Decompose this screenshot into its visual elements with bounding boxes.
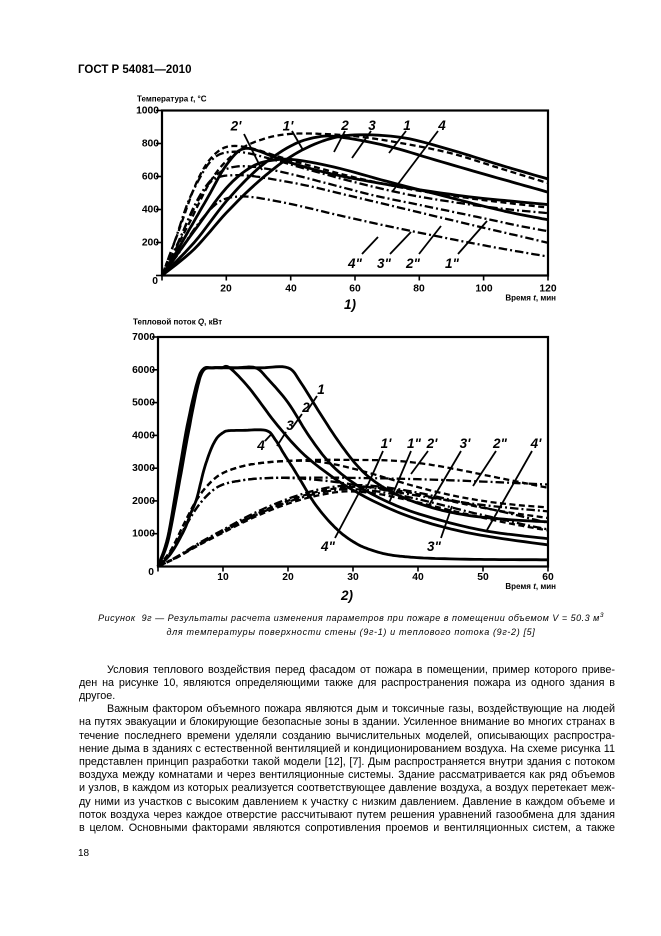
svg-text:50: 50 [477,572,489,583]
svg-text:80: 80 [413,284,425,295]
svg-text:2: 2 [301,400,310,415]
svg-text:20: 20 [220,284,232,295]
svg-text:30: 30 [347,572,359,583]
svg-text:1: 1 [403,118,411,133]
svg-text:40: 40 [412,572,424,583]
svg-text:800: 800 [142,139,159,150]
svg-text:600: 600 [142,172,159,183]
svg-text:Время t, мин: Время t, мин [505,294,556,303]
svg-text:3000: 3000 [132,463,155,474]
svg-text:4': 4' [530,436,543,451]
svg-text:1': 1' [283,119,295,134]
svg-text:60: 60 [349,284,361,295]
svg-text:1": 1" [445,256,460,271]
svg-text:3: 3 [368,118,376,133]
svg-text:Время t, мин: Время t, мин [505,582,556,591]
svg-text:4000: 4000 [132,430,155,441]
svg-text:2: 2 [340,118,349,133]
svg-text:4": 4" [347,256,363,271]
svg-text:4: 4 [437,118,446,133]
svg-text:1000: 1000 [136,106,159,117]
svg-text:7000: 7000 [132,332,155,343]
svg-text:1000: 1000 [132,529,155,540]
svg-text:400: 400 [142,205,159,216]
svg-text:100: 100 [475,284,492,295]
svg-text:5000: 5000 [132,398,155,409]
svg-text:3: 3 [286,418,294,433]
svg-text:3': 3' [460,436,472,451]
svg-text:1": 1" [407,436,422,451]
svg-text:120: 120 [539,284,556,295]
svg-text:2000: 2000 [132,496,155,507]
svg-text:2': 2' [230,119,243,134]
svg-text:3": 3" [377,256,392,271]
svg-text:Тепловой поток Q, кВт: Тепловой поток Q, кВт [133,318,222,327]
svg-text:2": 2" [492,436,508,451]
svg-text:0: 0 [152,276,158,287]
svg-text:1': 1' [381,436,393,451]
svg-text:3": 3" [427,539,442,554]
svg-text:1: 1 [317,382,325,397]
svg-text:2): 2) [340,588,354,603]
svg-text:2": 2" [405,256,421,271]
svg-text:1): 1) [344,297,357,312]
svg-text:4": 4" [320,539,336,554]
svg-text:0: 0 [148,567,154,578]
svg-text:10: 10 [217,572,229,583]
svg-text:Температура t, °С: Температура t, °С [137,95,207,104]
svg-text:6000: 6000 [132,365,155,376]
svg-text:2': 2' [426,436,439,451]
svg-text:20: 20 [282,572,294,583]
svg-text:4: 4 [256,438,265,453]
svg-text:60: 60 [542,572,554,583]
svg-text:40: 40 [285,284,297,295]
svg-text:200: 200 [142,238,159,249]
